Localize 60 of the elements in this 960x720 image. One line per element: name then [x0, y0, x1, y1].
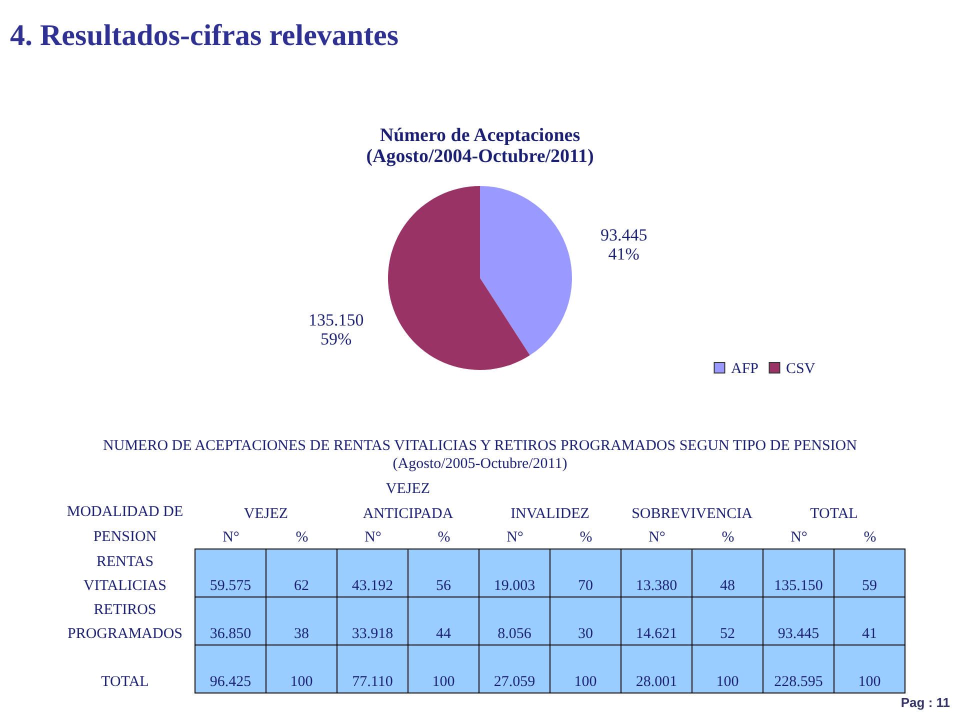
- data-label: 13.380: [636, 578, 678, 594]
- x-tick-label: %: [296, 530, 308, 546]
- pie-slice: [388, 186, 530, 370]
- data-label: 93.445 41%: [600, 226, 648, 264]
- data-label: 52: [720, 626, 735, 642]
- data-label: 100: [858, 674, 881, 690]
- data-label: 36.850: [210, 626, 252, 642]
- x-tick-label: N°: [364, 530, 382, 546]
- text: VEJEZ: [244, 506, 288, 522]
- x-tick-label: %: [864, 530, 876, 546]
- data-label: 59.575: [210, 578, 252, 594]
- pie-slice: [480, 186, 572, 356]
- data-label: 44: [436, 626, 452, 642]
- data-label: 56: [436, 578, 452, 594]
- data-label: 30: [578, 626, 593, 642]
- data-label: 93.445: [778, 626, 820, 642]
- text: 4. Resultados-cifras relevantes: [10, 19, 399, 52]
- text: SOBREVIVENCIA: [632, 506, 753, 522]
- chart-subtitle: (Agosto/2005-Octubre/2011): [392, 456, 568, 472]
- data-label: 100: [290, 674, 313, 690]
- text: VEJEZ ANTICIPADA: [362, 481, 454, 522]
- chart-title: NUMERO DE ACEPTACIONES DE RENTAS VITALICIAS Y RETIROS PROGRAMADOS SEGUN TIPO DE PENSION: [103, 438, 858, 454]
- y-tick-label: RETIROS PROGRAMADOS: [67, 602, 183, 642]
- data-label: 28.001: [636, 674, 678, 690]
- data-label: 135.150: [774, 578, 823, 594]
- data-label: 100: [716, 674, 739, 690]
- data-label: 43.192: [352, 578, 394, 594]
- data-label: 100: [574, 674, 597, 690]
- data-label: 135.150 59%: [308, 310, 364, 348]
- data-label: 19.003: [494, 578, 536, 594]
- data-label: 14.621: [636, 626, 678, 642]
- annotation: Pag : 11: [900, 695, 950, 710]
- legend-label: CSV: [786, 360, 816, 377]
- data-label: 77.110: [352, 674, 393, 690]
- data-label: 41: [862, 626, 877, 642]
- data-label: 96.425: [210, 674, 252, 690]
- data-label: 38: [294, 626, 309, 642]
- y-tick-label: RENTAS VITALICIAS: [84, 554, 166, 594]
- data-label: 27.059: [494, 674, 536, 690]
- chart-title: Número de Aceptaciones (Agosto/2004-Octubre/2011): [366, 125, 594, 167]
- legend-label: AFP: [731, 360, 759, 377]
- y-tick-label: TOTAL: [101, 674, 149, 690]
- data-label: 228.595: [774, 674, 823, 690]
- x-tick-label: N°: [506, 530, 524, 546]
- x-tick-label: N°: [648, 530, 666, 546]
- x-tick-label: %: [580, 530, 592, 546]
- data-label: 62: [294, 578, 309, 594]
- data-label: 48: [720, 578, 735, 594]
- x-tick-label: N°: [222, 530, 240, 546]
- data-label: 33.918: [352, 626, 394, 642]
- data-label: 100: [432, 674, 455, 690]
- x-tick-label: %: [438, 530, 450, 546]
- x-tick-label: %: [722, 530, 734, 546]
- data-label: 70: [578, 578, 593, 594]
- data-label: 8.056: [498, 626, 532, 642]
- x-tick-label: N°: [790, 530, 808, 546]
- data-label: 59: [862, 578, 877, 594]
- text: INVALIDEZ: [510, 506, 590, 522]
- text: TOTAL: [810, 506, 858, 522]
- y-axis-title: MODALIDAD DE PENSION: [66, 504, 184, 545]
